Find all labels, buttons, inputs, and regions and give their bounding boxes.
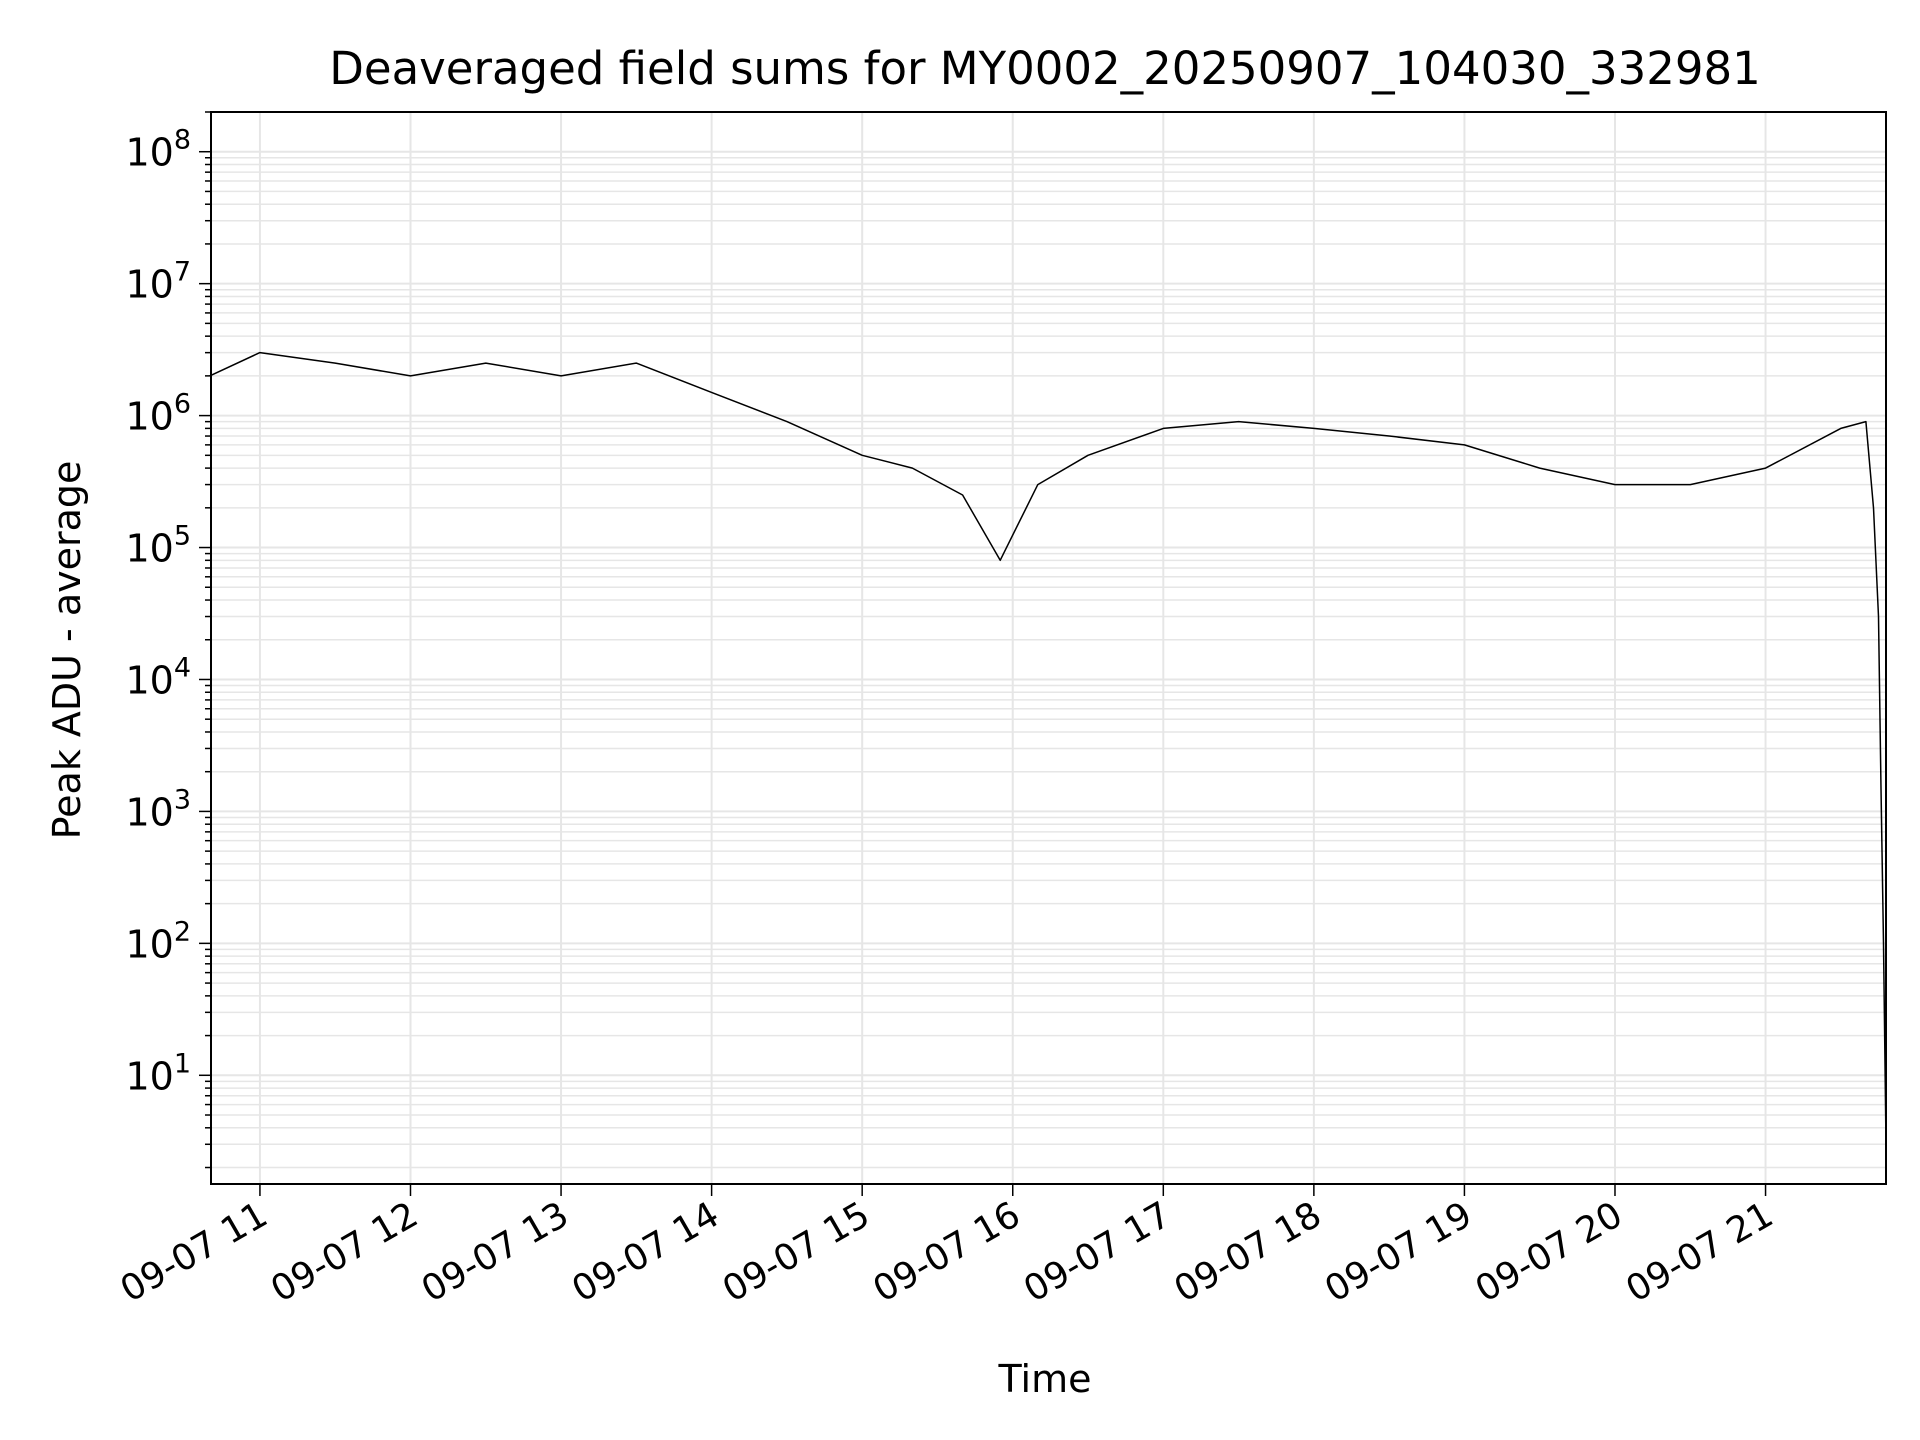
chart-title: Deaveraged field sums for MY0002_2025090… [329,42,1761,95]
data-layer [209,351,1887,1145]
y-tick-label: 103 [125,784,191,834]
series-line [209,351,1887,1145]
grid [211,111,1886,1184]
y-tick-label: 105 [125,521,191,571]
y-axis-label: Peak ADU - average [45,461,89,840]
y-tick-label: 102 [125,916,191,966]
y-tick-label: 106 [125,389,191,439]
y-tick-label: 104 [125,652,191,702]
plot-frame [210,111,1887,1185]
x-axis-label: Time [998,1357,1092,1401]
y-tick-label: 101 [125,1048,191,1098]
y-tick-label: 107 [125,257,191,307]
y-tick-label: 108 [125,125,191,175]
